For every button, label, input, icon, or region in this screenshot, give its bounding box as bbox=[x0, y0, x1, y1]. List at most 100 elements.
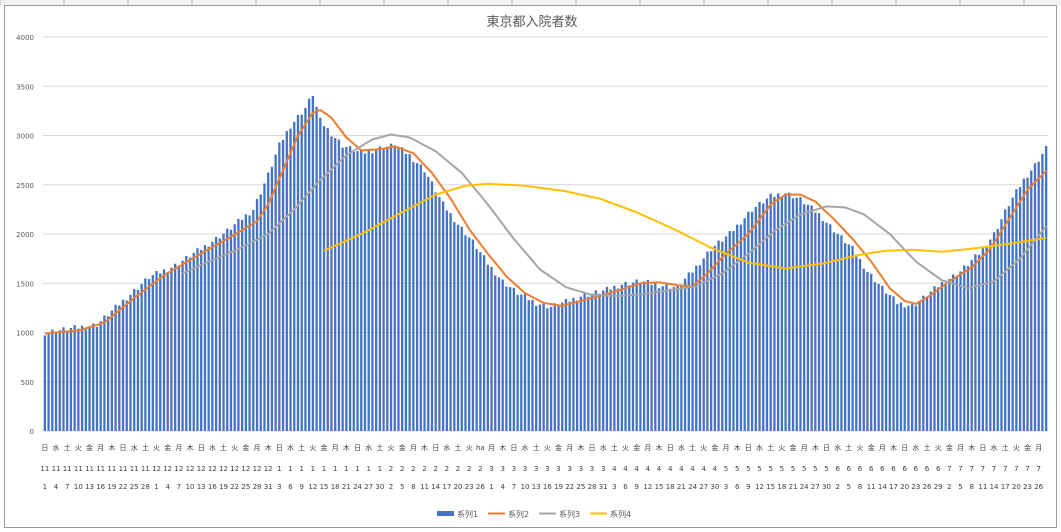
bar bbox=[829, 224, 832, 431]
chart-svg: 東京都入院者数 0 500 1000 1500 2000 2500 3000 3500 4000… bbox=[16, 14, 1048, 519]
bar bbox=[910, 304, 914, 431]
legend-label-系列4: 系列4 bbox=[610, 509, 631, 519]
bar bbox=[892, 296, 895, 431]
bar bbox=[933, 286, 936, 431]
x-axis-tick-labels: 日111水114土117火1110金1113月1116木1119日1122水11… bbox=[40, 443, 1043, 491]
bar bbox=[561, 302, 564, 431]
x-tick-day: 9 bbox=[634, 483, 638, 491]
bar bbox=[460, 226, 463, 431]
x-tick-day: 26 bbox=[923, 483, 932, 491]
bar bbox=[948, 279, 951, 431]
x-tick-month: 2 bbox=[478, 465, 482, 473]
x-tick-month: 6 bbox=[936, 465, 941, 473]
x-tick-month: 2 bbox=[433, 465, 437, 473]
bar bbox=[401, 147, 404, 431]
x-tick-month: 1 bbox=[333, 465, 337, 473]
x-tick-weekday: 木 bbox=[343, 443, 350, 452]
bar bbox=[989, 239, 992, 431]
bar bbox=[914, 305, 918, 431]
bar bbox=[218, 238, 221, 431]
x-tick-weekday: 金 bbox=[790, 443, 797, 452]
bar bbox=[348, 146, 352, 431]
bar bbox=[196, 248, 199, 431]
x-tick-weekday: 水 bbox=[678, 443, 685, 452]
bar bbox=[382, 149, 385, 431]
x-tick-month: 4 bbox=[634, 465, 639, 473]
bar bbox=[229, 229, 233, 431]
bar bbox=[278, 142, 281, 431]
x-tick-month: 6 bbox=[880, 465, 885, 473]
x-tick-weekday: 木 bbox=[265, 443, 272, 452]
x-tick-day: 23 bbox=[911, 483, 920, 491]
x-tick-day: 2 bbox=[389, 483, 393, 491]
x-tick-day: 24 bbox=[353, 483, 362, 491]
x-tick-month: 7 bbox=[1036, 465, 1040, 473]
x-tick-day: 29 bbox=[934, 483, 943, 491]
bar bbox=[226, 228, 229, 431]
x-tick-day: 8 bbox=[858, 483, 862, 491]
bar bbox=[568, 301, 571, 431]
bar bbox=[341, 147, 344, 432]
x-tick-day: 6 bbox=[288, 483, 293, 491]
x-tick-day: 5 bbox=[400, 483, 404, 491]
x-tick-month: 7 bbox=[958, 465, 962, 473]
bar bbox=[147, 279, 151, 431]
bar bbox=[192, 252, 195, 431]
x-tick-month: 12 bbox=[186, 465, 195, 473]
bar bbox=[985, 246, 988, 431]
x-tick-month: 4 bbox=[657, 465, 662, 473]
x-tick-weekday: 火 bbox=[935, 444, 942, 452]
x-tick-day: 15 bbox=[655, 483, 664, 491]
bar bbox=[334, 138, 337, 431]
bar bbox=[881, 285, 884, 431]
bar bbox=[520, 294, 523, 431]
bar bbox=[211, 241, 214, 431]
x-tick-weekday: 土 bbox=[924, 443, 931, 452]
x-tick-month: 3 bbox=[512, 465, 516, 473]
legend: 系列1 系列2 系列3 系列4 bbox=[437, 509, 631, 519]
bar bbox=[970, 260, 973, 431]
x-tick-weekday: 月 bbox=[488, 444, 495, 452]
bar bbox=[896, 304, 899, 431]
bar bbox=[1037, 161, 1040, 431]
x-tick-weekday: 日 bbox=[432, 444, 439, 452]
bar bbox=[371, 153, 374, 432]
x-tick-weekday: 日 bbox=[41, 444, 48, 452]
bar bbox=[683, 278, 687, 431]
x-tick-day: 4 bbox=[500, 483, 505, 491]
x-tick-day: 3 bbox=[612, 483, 616, 491]
bar bbox=[233, 224, 236, 431]
x-tick-month: 2 bbox=[467, 465, 471, 473]
x-tick-day: 28 bbox=[141, 483, 150, 491]
x-tick-weekday: 金 bbox=[86, 443, 93, 452]
x-tick-month: 3 bbox=[601, 465, 605, 473]
bar bbox=[1022, 178, 1025, 431]
y-tick-label: 1500 bbox=[16, 280, 34, 288]
x-tick-day: 10 bbox=[74, 483, 83, 491]
x-tick-month: 7 bbox=[1014, 465, 1018, 473]
x-tick-day: 8 bbox=[411, 483, 415, 491]
x-tick-weekday: 金 bbox=[164, 443, 171, 452]
x-tick-day: 9 bbox=[299, 483, 303, 491]
x-tick-weekday: 水 bbox=[443, 443, 450, 452]
x-tick-month: 4 bbox=[668, 465, 673, 473]
x-tick-weekday: 木 bbox=[890, 443, 897, 452]
x-tick-weekday: 木 bbox=[421, 443, 428, 452]
x-tick-weekday: 土 bbox=[611, 443, 618, 452]
x-tick-weekday: 日 bbox=[589, 444, 596, 452]
bar bbox=[765, 198, 769, 431]
bar bbox=[136, 289, 140, 431]
bar bbox=[464, 235, 467, 431]
x-tick-month: 2 bbox=[389, 465, 393, 473]
x-tick-day: 18 bbox=[666, 483, 675, 491]
bar bbox=[732, 231, 735, 431]
x-tick-weekday: 土 bbox=[689, 443, 696, 452]
x-tick-weekday: 木 bbox=[812, 443, 819, 452]
bar bbox=[453, 222, 456, 431]
bar bbox=[133, 289, 136, 431]
bar bbox=[155, 271, 158, 431]
x-tick-weekday: 月 bbox=[97, 444, 104, 452]
bar bbox=[642, 281, 646, 431]
x-tick-month: 4 bbox=[713, 465, 718, 473]
bar bbox=[951, 274, 955, 431]
